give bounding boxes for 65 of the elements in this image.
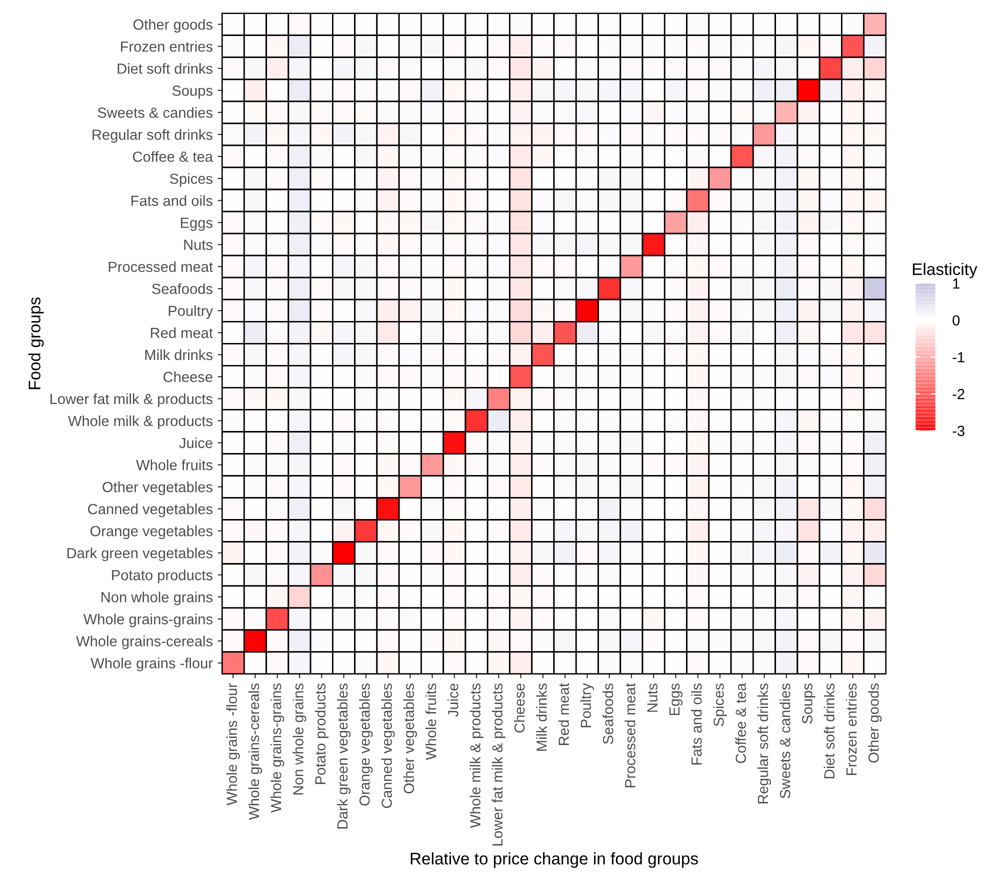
y-tick-label: Poultry (168, 305, 213, 319)
x-tick-label: Dark green vegetables (336, 684, 351, 829)
y-tick-label: Regular soft drinks (92, 129, 212, 143)
x-tick-label: Nuts (647, 684, 658, 712)
x-tick-label: Eggs (669, 684, 683, 716)
x-tick-label: Red meat (558, 683, 569, 746)
y-tick-label: Cheese (163, 371, 212, 382)
x-tick-label: Cheese (514, 684, 525, 733)
y-tick-label: Whole fruits (136, 459, 212, 470)
y-axis-title: Food groups (28, 297, 44, 390)
y-tick-label: Canned vegetables (88, 504, 212, 518)
y-tick-label: Fats and oils (132, 195, 212, 206)
x-tick-label: Other vegetables (403, 684, 417, 794)
y-tick-label: Other vegetables (102, 482, 212, 496)
x-tick-label: Seafoods (602, 684, 614, 744)
y-tick-label: Other goods (133, 19, 212, 33)
y-tick-label: Lower fat milk & products (50, 393, 212, 408)
color-bar-label: -1 (952, 352, 964, 362)
y-tick-label: Whole grains-cereals (76, 636, 212, 650)
y-tick-label: Whole grains-grains (83, 614, 212, 628)
x-tick-label: Non whole grains (292, 684, 306, 794)
x-tick-label: Frozen entries (846, 684, 857, 776)
x-tick-label: Whole fruits (425, 684, 436, 760)
x-axis-title: Relative to price change in food groups (410, 852, 698, 868)
x-tick-label: Potato products (314, 684, 328, 784)
x-tick-label: Other goods (868, 684, 882, 763)
color-bar-label: -2 (952, 388, 964, 400)
y-tick-label: Frozen entries (121, 41, 212, 52)
x-tick-label: Coffee & tea (735, 683, 746, 764)
x-tick-label: Juice (448, 684, 458, 717)
y-tick-label: Diet soft drinks (118, 63, 212, 74)
x-tick-label: Lower fat milk & products (492, 684, 506, 846)
y-tick-label: Eggs (180, 218, 212, 231)
x-tick-label: Soups (802, 684, 816, 724)
y-tick-label: Orange vegetables (90, 526, 212, 540)
color-bar-label: 1 (953, 278, 960, 289)
y-tick-label: Dark green vegetables (67, 548, 212, 562)
x-tick-label: Spices (713, 684, 727, 726)
x-tick-label: Regular soft drinks (757, 684, 772, 804)
y-tick-label: Potato products (112, 570, 212, 584)
y-tick-label: Seafoods (152, 283, 212, 294)
x-tick-label: Whole milk & products (470, 684, 484, 828)
x-tick-label: Orange vegetables (359, 684, 373, 806)
color-bar-label: 0 (952, 315, 960, 326)
y-tick-label: Whole grains -flour (90, 658, 213, 672)
y-tick-label: Sweets & candies (98, 107, 212, 118)
y-tick-label: Non whole grains (102, 592, 212, 606)
y-tick-label: Coffee & tea (132, 151, 214, 162)
x-tick-label: Canned vegetables (381, 684, 395, 808)
y-tick-label: Whole milk & products (68, 415, 212, 430)
x-tick-label: Poultry (580, 683, 594, 728)
color-bar-title: Elasticity (912, 262, 978, 278)
y-tick-label: Nuts (184, 240, 212, 250)
y-tick-label: Red meat (150, 327, 213, 338)
x-tick-label: Diet soft drinks (824, 684, 835, 778)
x-tick-label: Milk drinks (536, 684, 547, 751)
y-tick-label: Processed meat (108, 261, 213, 272)
y-tick-label: Spices (170, 173, 212, 187)
y-tick-label: Soups (172, 86, 212, 99)
x-tick-label: Processed meat (624, 683, 636, 788)
y-tick-label: Milk drinks (145, 349, 212, 360)
y-tick-label: Juice (179, 437, 212, 448)
color-bar-label: -3 (952, 426, 964, 436)
x-tick-label: Sweets & candies (780, 684, 790, 798)
x-tick-label: Fats and oils (691, 684, 702, 764)
